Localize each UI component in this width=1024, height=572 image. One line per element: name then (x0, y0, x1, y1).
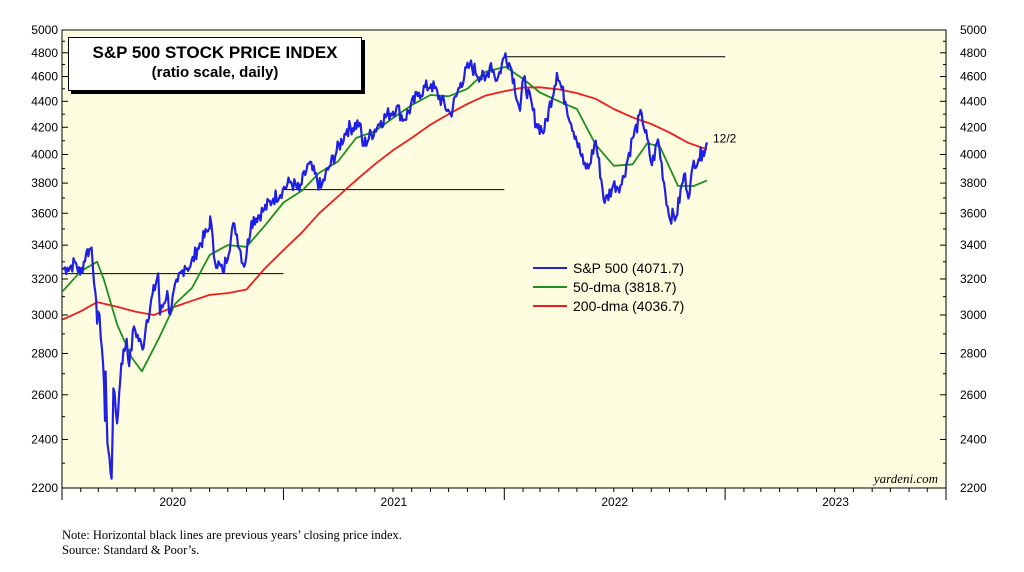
legend-label-200dma: 200-dma (4036.7) (573, 298, 684, 314)
y-tick-label-left: 2800 (31, 346, 58, 360)
y-tick-label-right: 2600 (960, 388, 987, 402)
y-tick-label-right: 2200 (960, 481, 987, 495)
y-tick-label-right: 5000 (960, 23, 987, 37)
y-tick-label-right: 4400 (960, 94, 987, 108)
y-tick-label-right: 3200 (960, 272, 987, 286)
y-tick-label-right: 3000 (960, 308, 987, 322)
legend-label-sp500: S&P 500 (4071.7) (573, 260, 684, 276)
y-tick-label-left: 4800 (31, 46, 58, 60)
y-tick-label-right: 4000 (960, 147, 987, 161)
y-tick-label-left: 3200 (31, 272, 58, 286)
legend: S&P 500 (4071.7) 50-dma (3818.7) 200-dma… (533, 260, 684, 314)
x-year-label: 2021 (381, 495, 408, 509)
y-tick-label-left: 4000 (31, 147, 58, 161)
sp500-line (62, 52, 709, 480)
y-tick-label-left: 3600 (31, 206, 58, 220)
y-tick-label-right: 2800 (960, 346, 987, 360)
chart-title-box: S&P 500 STOCK PRICE INDEX (ratio scale, … (68, 37, 362, 91)
x-year-label: 2023 (822, 495, 849, 509)
y-tick-label-left: 4400 (31, 94, 58, 108)
chart-title: S&P 500 STOCK PRICE INDEX (92, 43, 338, 62)
y-tick-label-right: 3800 (960, 176, 987, 190)
y-tick-label-left: 2200 (31, 481, 58, 495)
plot-area (61, 29, 947, 489)
x-year-label: 2022 (601, 495, 628, 509)
legend-label-50dma: 50-dma (3818.7) (573, 279, 677, 295)
y-tick-label-left: 2400 (31, 432, 58, 446)
y-tick-label-left: 3800 (31, 176, 58, 190)
y-tick-label-right: 3400 (960, 238, 987, 252)
reference-lines (62, 56, 726, 275)
y-tick-label-right: 3600 (960, 206, 987, 220)
chart-subtitle: (ratio scale, daily) (151, 64, 279, 81)
series-lines (61, 52, 709, 480)
source-text: Source: Standard & Poor’s. (62, 543, 200, 557)
y-tick-label-left: 3400 (31, 238, 58, 252)
y-tick-label-left: 4200 (31, 120, 58, 134)
y-tick-label-left: 4600 (31, 70, 58, 84)
y-tick-label-left: 3000 (31, 308, 58, 322)
y-tick-label-right: 2400 (960, 432, 987, 446)
y-tick-label-left: 5000 (31, 23, 58, 37)
end-date-label: 12/2 (713, 132, 737, 146)
y-tick-label-right: 4200 (960, 120, 987, 134)
y-tick-label-left: 2600 (31, 388, 58, 402)
y-tick-label-right: 4800 (960, 46, 987, 60)
y-axis-left: 2200 2400 2600 2800 3000 3200 3400 3600 3800 4000… (31, 23, 68, 495)
y-tick-label-right: 4600 (960, 70, 987, 84)
y-axis-right: 2200 2400 2600 2800 3000 3200 3400 3600 3800 4000… (940, 23, 987, 495)
watermark: yardeni.com (872, 471, 938, 486)
x-axis: 2020 2021 2022 2023 (61, 488, 947, 509)
x-year-label: 2020 (159, 495, 186, 509)
note-text: Note: Horizontal black lines are previou… (62, 528, 402, 542)
